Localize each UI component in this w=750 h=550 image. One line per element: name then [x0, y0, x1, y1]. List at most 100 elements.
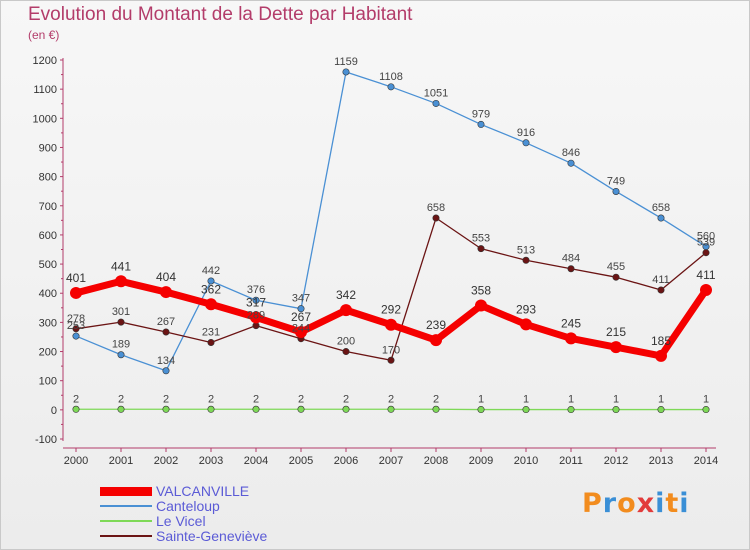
- data-point-le-vicel: [387, 405, 395, 413]
- y-tick-label: 500: [39, 259, 57, 271]
- data-point-valcanville: [610, 341, 622, 354]
- data-label-le-vicel: 1: [613, 394, 619, 406]
- chart-title: Evolution du Montant de la Dette par Hab…: [28, 4, 413, 25]
- data-label-le-vicel: 2: [118, 393, 124, 405]
- data-point-canteloup: [387, 83, 395, 91]
- x-tick-label: 2011: [559, 455, 583, 467]
- data-label-sainte-genevi-ve: 200: [337, 336, 355, 348]
- data-label-canteloup: 253: [67, 320, 85, 332]
- x-tick-label: 2007: [379, 455, 403, 467]
- legend-item-le-vicel: Le Vicel: [100, 513, 360, 529]
- y-tick-label: 900: [39, 142, 57, 154]
- data-point-sainte-genevi-ve: [612, 273, 620, 281]
- data-label-le-vicel: 1: [658, 394, 664, 406]
- data-point-sainte-genevi-ve: [477, 245, 485, 253]
- data-point-valcanville: [430, 334, 442, 347]
- data-label-sainte-genevi-ve: 513: [517, 244, 535, 256]
- data-point-valcanville: [655, 349, 667, 362]
- data-label-sainte-genevi-ve: 278: [67, 313, 85, 325]
- data-label-canteloup: 1108: [379, 71, 403, 83]
- legend-item-canteloup: Canteloup: [100, 498, 360, 514]
- data-label-sainte-genevi-ve: 658: [427, 202, 445, 214]
- data-label-canteloup: 376: [247, 284, 265, 296]
- y-tick-label: 800: [39, 172, 57, 184]
- proxiti-logo: Proxiti: [582, 488, 690, 519]
- data-label-sainte-genevi-ve: 455: [607, 261, 625, 273]
- data-label-le-vicel: 2: [73, 393, 79, 405]
- x-tick-label: 2014: [694, 455, 718, 467]
- data-point-sainte-genevi-ve: [387, 356, 395, 364]
- data-point-le-vicel: [432, 405, 440, 413]
- data-label-valcanville: 215: [606, 325, 626, 339]
- data-point-sainte-genevi-ve: [72, 325, 80, 333]
- logo-letter: i: [679, 488, 690, 519]
- data-point-sainte-genevi-ve: [432, 214, 440, 222]
- data-point-canteloup: [297, 305, 305, 313]
- y-tick-label: 100: [39, 376, 57, 388]
- legend-swatch: [100, 535, 152, 537]
- x-tick-label: 2001: [109, 455, 133, 467]
- legend-label: Le Vicel: [156, 513, 206, 529]
- data-label-le-vicel: 1: [703, 394, 709, 406]
- x-tick-label: 2005: [289, 455, 313, 467]
- data-label-canteloup: 846: [562, 147, 580, 159]
- data-point-sainte-genevi-ve: [162, 328, 170, 336]
- y-tick-label: 1100: [33, 84, 57, 96]
- data-label-canteloup: 134: [157, 355, 175, 367]
- data-label-valcanville: 358: [471, 283, 491, 297]
- legend-item-valcanville: VALCANVILLE: [100, 483, 360, 499]
- y-tick-label: 400: [39, 288, 57, 300]
- data-label-valcanville: 239: [426, 318, 446, 332]
- logo-letter: o: [617, 488, 637, 519]
- logo-letter: t: [665, 488, 680, 519]
- data-point-canteloup: [657, 214, 665, 222]
- data-label-valcanville: 293: [516, 302, 536, 316]
- data-point-sainte-genevi-ve: [702, 249, 710, 257]
- data-label-sainte-genevi-ve: 553: [472, 233, 490, 245]
- data-label-sainte-genevi-ve: 289: [247, 310, 265, 322]
- data-label-le-vicel: 2: [253, 393, 259, 405]
- legend-label: VALCANVILLE: [156, 483, 250, 499]
- x-tick-label: 2006: [334, 455, 358, 467]
- data-point-valcanville: [475, 299, 487, 312]
- chart-lines: [70, 68, 712, 414]
- y-tick-label: 700: [39, 201, 57, 213]
- data-point-valcanville: [565, 332, 577, 345]
- legend-swatch: [100, 520, 152, 522]
- data-label-canteloup: 442: [202, 265, 220, 277]
- logo-letter: P: [582, 488, 603, 519]
- data-point-valcanville: [340, 304, 352, 317]
- data-label-valcanville: 411: [696, 268, 715, 282]
- data-point-canteloup: [432, 99, 440, 107]
- data-point-valcanville: [250, 311, 262, 324]
- data-label-le-vicel: 2: [163, 393, 169, 405]
- data-point-le-vicel: [657, 406, 665, 414]
- data-point-le-vicel: [207, 405, 215, 413]
- data-point-sainte-genevi-ve: [522, 256, 530, 264]
- data-label-canteloup: 1051: [424, 87, 448, 99]
- x-tick-label: 2000: [64, 455, 88, 467]
- data-label-canteloup: 658: [652, 202, 670, 214]
- data-point-le-vicel: [72, 405, 80, 413]
- x-tick-label: 2008: [424, 455, 448, 467]
- legend-item-sainte-genevi-ve: Sainte-Geneviève: [100, 528, 360, 544]
- data-point-valcanville: [520, 318, 532, 331]
- data-point-canteloup: [207, 277, 215, 285]
- data-label-le-vicel: 2: [388, 393, 394, 405]
- x-tick-label: 2010: [514, 455, 538, 467]
- legend: VALCANVILLE Canteloup Le Vicel Sainte-Genev…: [100, 483, 360, 544]
- data-point-valcanville: [70, 286, 82, 299]
- data-label-le-vicel: 2: [298, 393, 304, 405]
- data-label-sainte-genevi-ve: 301: [112, 306, 130, 318]
- data-label-valcanville: 245: [561, 316, 581, 330]
- data-point-sainte-genevi-ve: [567, 265, 575, 273]
- legend-label: Sainte-Geneviève: [156, 528, 268, 544]
- logo-letter: x: [636, 488, 656, 519]
- chart-subtitle: (en €): [28, 28, 60, 42]
- x-tick-label: 2003: [199, 455, 223, 467]
- y-tick-label: -100: [35, 434, 57, 446]
- data-point-le-vicel: [612, 406, 620, 414]
- data-label-canteloup: 189: [112, 339, 130, 351]
- data-label-sainte-genevi-ve: 267: [157, 316, 175, 328]
